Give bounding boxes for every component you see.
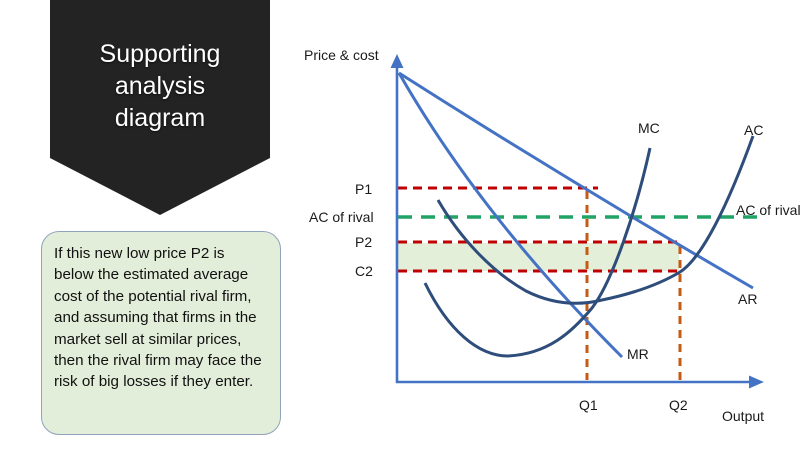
slide-title-line-2: analysis [114, 72, 206, 100]
c2-label: C2 [355, 263, 373, 279]
mc-curve [423, 147, 652, 358]
mr-curve [397, 72, 624, 359]
explanation-note-box: If this new low price P2 is below the es… [41, 231, 281, 435]
mr-curve-label: MR [627, 346, 649, 362]
slide-title-line-1: Supporting [99, 40, 221, 68]
explanation-text: If this new low price P2 is below the es… [54, 245, 262, 391]
p2-label: P2 [355, 234, 373, 250]
x-axis-arrowhead [749, 375, 764, 389]
mc-curve-label: MC [638, 120, 660, 136]
ac-curve [436, 135, 755, 305]
slide-title-line-3: diagram [114, 104, 206, 132]
p1-label: P1 [355, 181, 373, 197]
ac-of-rival-left-label: AC of rival [309, 209, 374, 225]
ar-curve-label: AR [738, 291, 758, 307]
slide-title: Supporting analysis diagram [100, 38, 221, 134]
q2-label: Q2 [669, 397, 688, 413]
y-axis-label: Price & cost [304, 47, 379, 63]
q1-label: Q1 [579, 397, 598, 413]
ac-curve-label: AC [744, 122, 764, 138]
ar-curve [398, 71, 754, 290]
x-axis-label: Output [722, 408, 765, 424]
ac-of-rival-right-label: AC of rival [736, 202, 800, 218]
y-axis-arrowhead [390, 54, 404, 68]
